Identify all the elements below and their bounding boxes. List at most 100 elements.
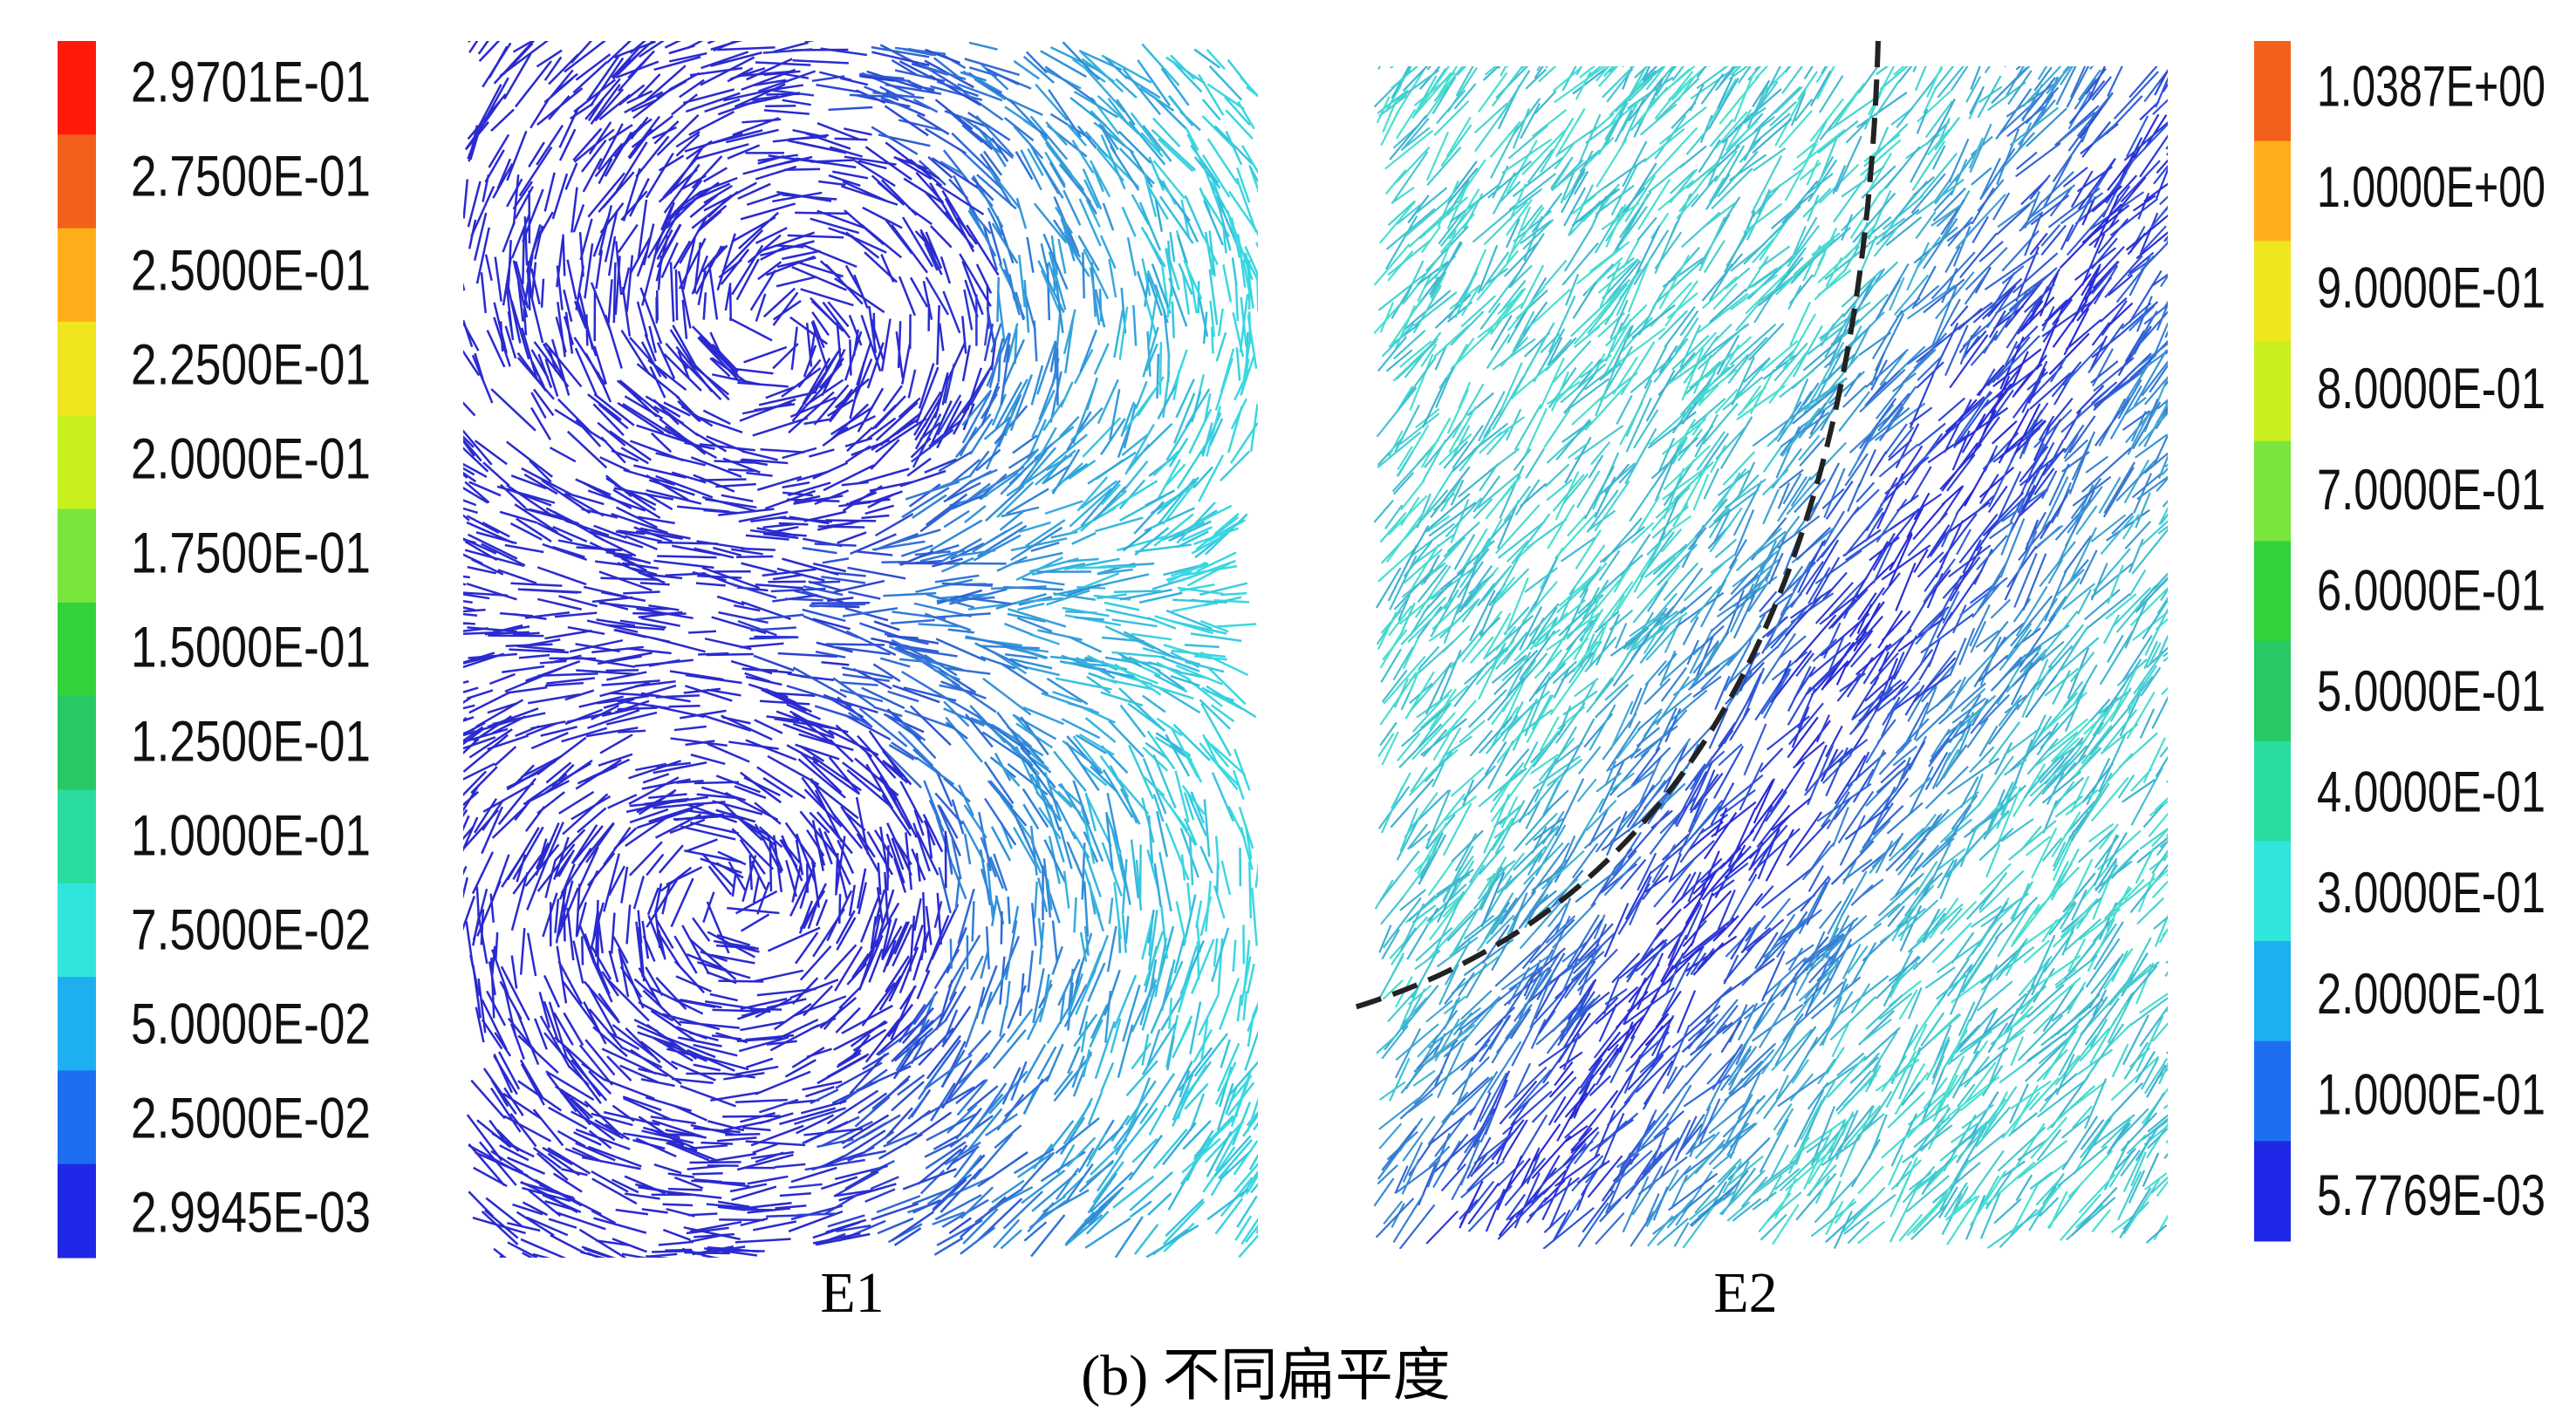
vector — [506, 130, 528, 181]
vector — [1674, 126, 1698, 153]
vector — [871, 490, 903, 503]
vector — [1473, 102, 1508, 134]
vector — [2000, 818, 2034, 843]
vector — [787, 498, 840, 502]
vector — [1410, 767, 1428, 793]
vector — [1573, 1131, 1600, 1165]
vector — [675, 975, 712, 993]
vector — [509, 1023, 525, 1061]
vector — [1093, 486, 1127, 522]
vector — [991, 896, 999, 927]
vector — [594, 88, 625, 122]
vector — [2012, 653, 2046, 687]
vector — [1733, 509, 1755, 556]
vector — [965, 1093, 1004, 1138]
vector — [463, 717, 521, 737]
vector — [558, 595, 598, 608]
vector — [1246, 963, 1255, 994]
vector — [709, 1180, 750, 1188]
vector — [745, 1140, 806, 1147]
vector — [864, 1188, 896, 1204]
vector — [858, 160, 887, 170]
vector — [1145, 489, 1176, 507]
colorbar-segment — [2254, 440, 2291, 542]
vector — [599, 681, 650, 698]
vector — [967, 112, 1011, 141]
vector — [544, 629, 592, 640]
vector — [2090, 957, 2122, 995]
vector — [1504, 1066, 1548, 1109]
vector — [590, 282, 612, 331]
vector — [877, 1217, 914, 1235]
vector — [2026, 738, 2059, 775]
vector — [635, 762, 667, 772]
vector — [948, 1052, 989, 1101]
vector — [1384, 169, 1407, 195]
vector — [2143, 452, 2168, 474]
vector — [1735, 527, 1782, 572]
vector — [750, 861, 767, 890]
vector — [601, 1047, 657, 1075]
vector — [490, 108, 515, 133]
vector — [1770, 605, 1808, 649]
vector — [1671, 66, 1685, 82]
vector — [752, 1220, 797, 1231]
vector — [571, 823, 598, 864]
vector — [671, 93, 698, 116]
vector — [848, 314, 863, 346]
vector — [707, 194, 733, 218]
vector — [729, 1183, 768, 1193]
vector — [591, 704, 619, 720]
colorbar-segment — [2254, 841, 2291, 942]
vector — [1062, 41, 1100, 80]
vector — [1175, 664, 1223, 686]
vector — [987, 780, 1028, 827]
vector — [1822, 622, 1841, 659]
vector — [1005, 980, 1011, 1009]
vector — [573, 128, 615, 163]
vector — [1871, 1030, 1898, 1073]
vector — [1121, 914, 1128, 953]
vector — [776, 244, 804, 249]
vector — [1101, 483, 1121, 506]
vector — [1022, 55, 1055, 84]
vector — [838, 1183, 897, 1202]
vector — [974, 124, 1015, 160]
vector — [735, 41, 744, 43]
vector — [1183, 792, 1195, 821]
vector — [1083, 66, 1126, 113]
vector — [1167, 352, 1171, 382]
vector — [936, 80, 979, 98]
vector — [1142, 326, 1159, 378]
vector — [850, 533, 897, 556]
vector — [1030, 903, 1037, 946]
vector — [1472, 537, 1491, 566]
vector — [529, 460, 552, 483]
vector — [1794, 216, 1818, 256]
vector — [1109, 388, 1121, 440]
vector — [880, 254, 895, 283]
vector — [925, 905, 933, 945]
vector — [535, 822, 560, 877]
vector — [1040, 50, 1087, 78]
vector — [883, 918, 898, 956]
vector — [1158, 341, 1163, 395]
vector — [1409, 353, 1434, 412]
vector — [1513, 1062, 1532, 1098]
vector — [1196, 551, 1237, 573]
vector — [1451, 425, 1471, 459]
colorbar-label: 2.5000E-01 — [131, 237, 371, 302]
vector — [1656, 896, 1684, 925]
vector — [756, 987, 817, 997]
vector — [930, 1082, 956, 1122]
vector — [1502, 1090, 1553, 1136]
vector — [1499, 805, 1521, 826]
vector — [929, 182, 958, 228]
vector — [548, 53, 579, 85]
vector — [1030, 365, 1044, 406]
vector — [1491, 817, 1514, 851]
vector — [775, 1204, 807, 1210]
vector — [996, 290, 1007, 345]
vector — [463, 429, 493, 466]
vector — [1959, 829, 1977, 868]
